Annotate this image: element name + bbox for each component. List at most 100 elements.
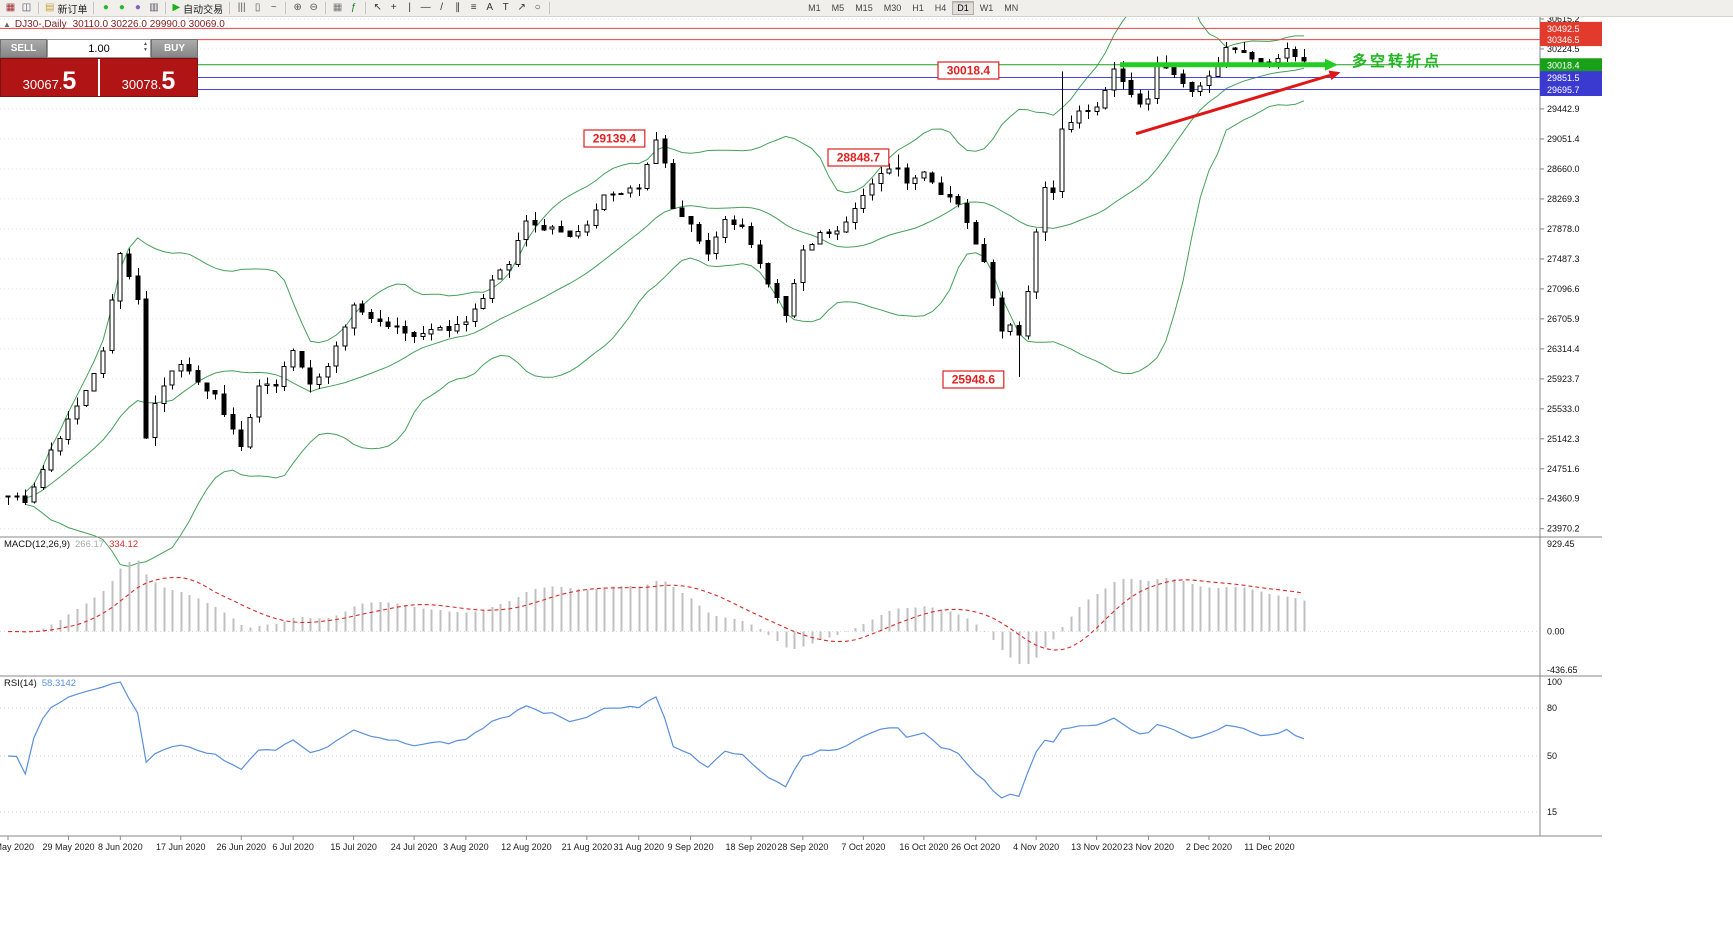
scale-price-box-label: 30492.5 (1547, 24, 1580, 34)
line-chart-button[interactable]: ~ (266, 1, 281, 16)
candle-body (739, 224, 745, 227)
crosshair-button[interactable]: + (386, 1, 401, 16)
data-window-button[interactable]: ● (114, 1, 129, 16)
volume-up-icon[interactable]: ▲ (143, 41, 148, 47)
candle-body (14, 495, 20, 498)
price-annotation-box[interactable] (937, 61, 1000, 80)
candle-body (454, 323, 460, 332)
trendline-button[interactable]: / (434, 1, 449, 16)
macd-signal-value: 334.12 (109, 539, 139, 550)
navigator-button[interactable]: ● (130, 1, 145, 16)
trend-arrow-line[interactable] (1135, 73, 1331, 136)
macd-histogram (16, 560, 1306, 665)
arrow-object-button[interactable]: ↗ (514, 1, 529, 16)
terminal-button[interactable]: ▥ (146, 1, 161, 16)
scale-price-box-label: 29851.5 (1547, 73, 1580, 83)
price-annotation-box[interactable] (827, 148, 890, 167)
scale-price-box (1540, 21, 1602, 35)
volume-input[interactable] (64, 42, 134, 55)
price-tick-label: 24751.6 (1547, 464, 1580, 474)
indicators-button-icon: ƒ (350, 2, 357, 13)
market-watch-button-icon: ● (102, 2, 109, 13)
timeframe-m30-button[interactable]: M30 (879, 1, 907, 15)
channel-button[interactable]: ∥ (450, 1, 465, 16)
fibonacci-button[interactable]: ≡ (466, 1, 481, 16)
cursor-button-icon: ↖ (373, 2, 382, 13)
grid-button-icon: ▦ (332, 2, 343, 13)
date-label: 26 Oct 2020 (951, 842, 1000, 852)
grid-button[interactable]: ▦ (330, 1, 345, 16)
one-click-panel-toggle-icon[interactable]: ▲ (3, 20, 11, 29)
auto-trading-button-label: 自动交易 (183, 4, 224, 16)
candle-body (1154, 62, 1160, 99)
sell-button[interactable]: SELL (0, 39, 47, 58)
candle-body (446, 326, 452, 331)
new-order-button[interactable]: ▤ 新订单 (43, 1, 89, 16)
sell-price-big-digit: 5 (62, 66, 77, 95)
price-tick-label: 29051.4 (1547, 134, 1580, 144)
timeframe-h1-button[interactable]: H1 (907, 1, 929, 15)
market-watch-button[interactable]: ● (98, 1, 113, 16)
candle-body (1232, 47, 1238, 51)
buy-price-main: 30078. (121, 76, 162, 92)
candle-body (1085, 110, 1091, 113)
date-label: 8 Jun 2020 (98, 842, 143, 852)
candle-body (489, 279, 495, 299)
volume-field[interactable]: ▲ ▼ (47, 39, 151, 58)
timeframe-m5-button[interactable]: M5 (827, 1, 850, 15)
candle-body (765, 262, 771, 285)
candle-body (791, 283, 797, 317)
text-label-button[interactable]: T (498, 1, 513, 16)
indicators-button[interactable]: ƒ (346, 1, 361, 16)
candle-body (238, 429, 244, 447)
candle-body (351, 304, 357, 329)
price-tick-label: 27096.6 (1547, 284, 1580, 294)
candle-body (618, 192, 624, 195)
profiles-button[interactable]: ◫ (19, 1, 34, 16)
candle-body (463, 321, 469, 326)
date-label: 29 May 2020 (42, 842, 94, 852)
price-annotation-box[interactable] (583, 129, 646, 148)
auto-trading-button[interactable]: ▶ 自动交易 (170, 1, 225, 16)
horizontal-line-button[interactable]: — (418, 1, 433, 16)
price-tick-label: 28269.3 (1547, 194, 1580, 204)
toolbar-separator (229, 2, 231, 14)
scale-price-box-label: 30346.5 (1547, 35, 1580, 45)
timeframe-w1-button[interactable]: W1 (975, 1, 999, 15)
new-order-button-icon: ▤ (45, 2, 55, 13)
zoom-out-button[interactable]: ⊖ (306, 1, 321, 16)
sell-price[interactable]: 30067. 5 (1, 59, 98, 96)
new-chart-button[interactable]: ▦ (3, 1, 18, 16)
timeframe-h4-button[interactable]: H4 (930, 1, 952, 15)
text-button[interactable]: A (482, 1, 497, 16)
date-label: 24 Jul 2020 (391, 842, 438, 852)
candle-body (515, 239, 521, 265)
vertical-line-button[interactable]: | (402, 1, 417, 16)
candle-body (653, 139, 659, 164)
zoom-in-button[interactable]: ⊕ (290, 1, 305, 16)
shapes-button-icon: ○ (534, 2, 541, 13)
volume-down-icon[interactable]: ▼ (143, 47, 148, 53)
chart-plot-area[interactable]: 30615.2 30224.5 29442.9 29051.4 28660.0 28269… (0, 17, 1733, 941)
candles-chart-button[interactable]: ▯ (250, 1, 265, 16)
candle-body (1206, 75, 1212, 87)
candle-body (290, 350, 296, 368)
timeframe-d1-button[interactable]: D1 (952, 1, 974, 15)
buy-price[interactable]: 30078. 5 (100, 59, 197, 96)
candle-body (1059, 128, 1065, 193)
buy-button[interactable]: BUY (151, 39, 198, 58)
timeframe-mn-button[interactable]: MN (999, 1, 1023, 15)
volume-spinner[interactable]: ▲ ▼ (143, 41, 148, 53)
candle-body (938, 182, 944, 196)
bars-chart-button[interactable]: ||| (234, 1, 249, 16)
shapes-button[interactable]: ○ (530, 1, 545, 16)
price-tick-label: 30615.2 (1547, 17, 1580, 24)
buy-price-big-digit: 5 (161, 66, 176, 95)
candle-body (662, 138, 668, 164)
price-annotation-box[interactable] (942, 370, 1005, 389)
timeframe-m15-button[interactable]: M15 (850, 1, 878, 15)
timeframe-m1-button[interactable]: M1 (803, 1, 826, 15)
cursor-button[interactable]: ↖ (370, 1, 385, 16)
candle-body (1007, 324, 1013, 333)
candle-body (178, 364, 184, 372)
